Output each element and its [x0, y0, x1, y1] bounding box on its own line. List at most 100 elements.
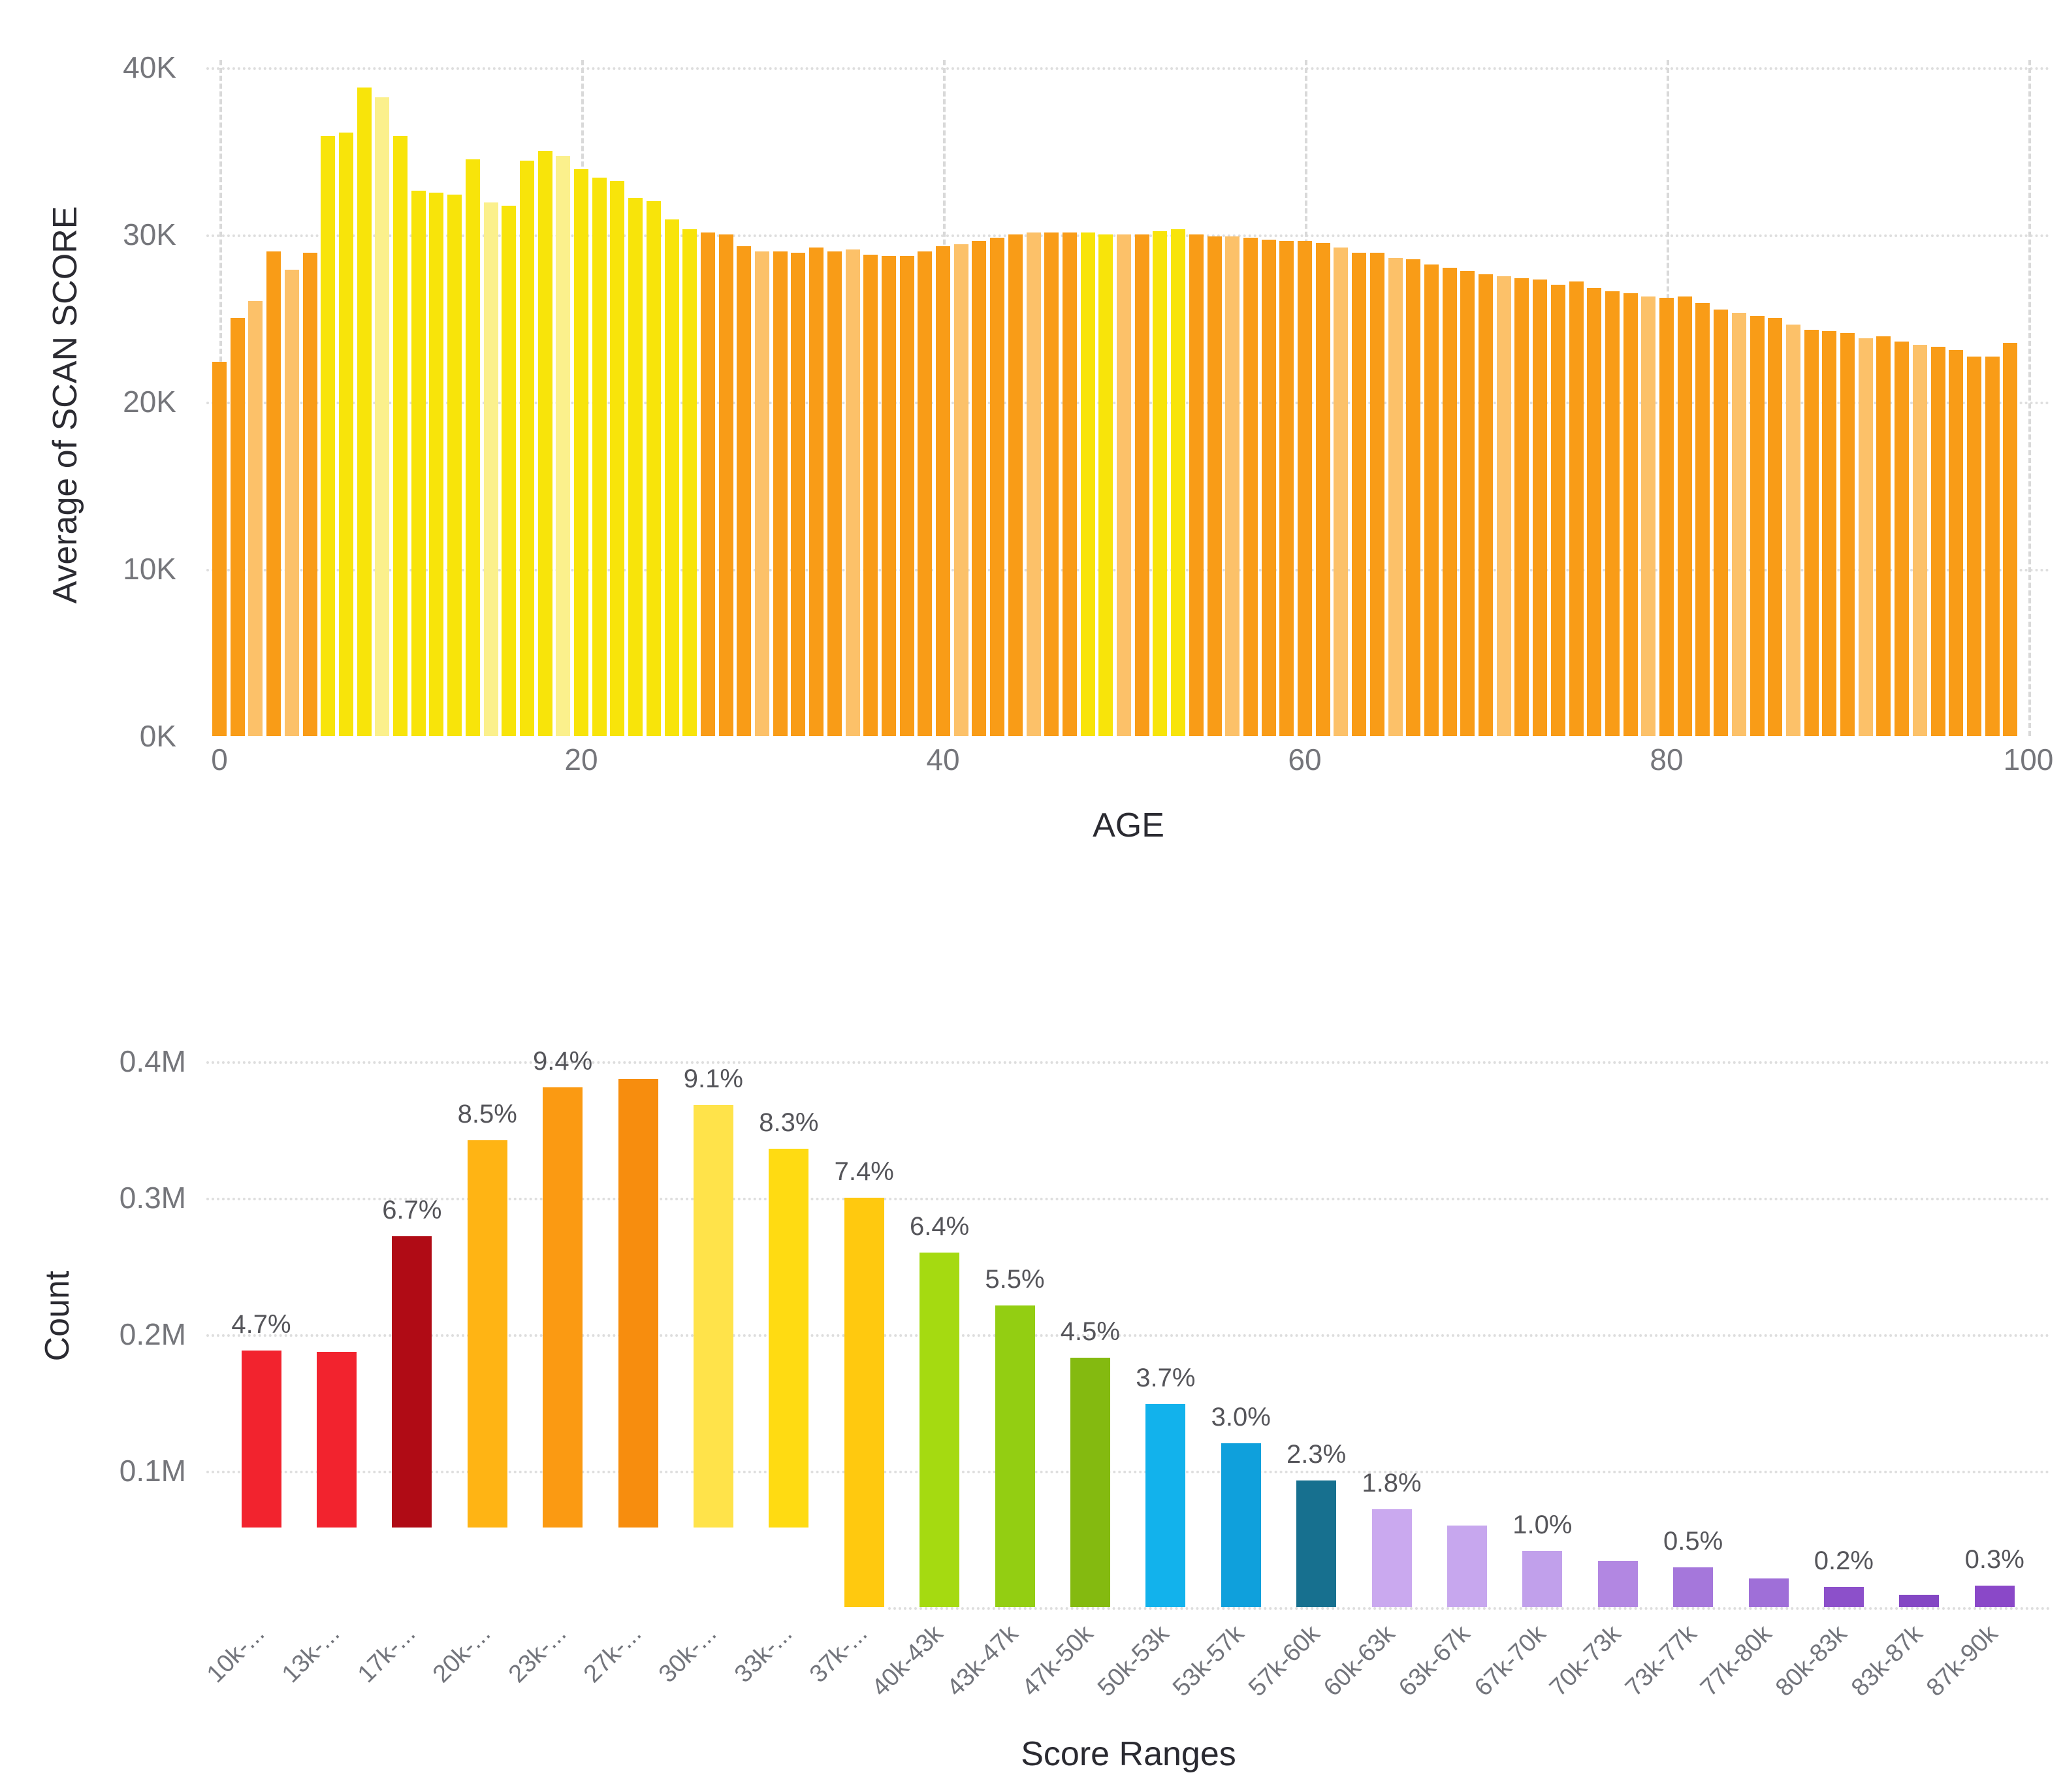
age-bar-99[interactable]: [2003, 343, 2018, 736]
age-bar-32[interactable]: [791, 253, 806, 736]
age-bar-45[interactable]: [1026, 232, 1041, 736]
range-bar-43k-47k[interactable]: [995, 1305, 1035, 1607]
range-bar-27k-30k[interactable]: [618, 1079, 658, 1528]
age-bar-41[interactable]: [953, 244, 968, 736]
range-bar-33k-37k[interactable]: [769, 1148, 809, 1528]
age-bar-54[interactable]: [1189, 234, 1204, 736]
range-bar-60k-63k[interactable]: [1371, 1509, 1412, 1607]
age-bar-13[interactable]: [447, 194, 462, 736]
age-bar-21[interactable]: [592, 177, 607, 736]
age-bar-63[interactable]: [1352, 253, 1367, 736]
age-bar-6[interactable]: [321, 135, 336, 736]
age-bar-71[interactable]: [1496, 276, 1511, 736]
age-bar-62[interactable]: [1334, 248, 1349, 736]
age-bar-97[interactable]: [1966, 356, 1981, 736]
age-bar-83[interactable]: [1714, 310, 1729, 736]
age-bar-30[interactable]: [755, 251, 769, 736]
range-bar-80k-83k[interactable]: [1823, 1586, 1864, 1607]
age-bar-40[interactable]: [936, 246, 950, 736]
range-bar-20k-23k[interactable]: [467, 1140, 507, 1528]
age-bar-5[interactable]: [302, 253, 317, 736]
age-bar-28[interactable]: [718, 234, 733, 736]
range-bar-83k-87k[interactable]: [1899, 1595, 1940, 1607]
age-bar-39[interactable]: [918, 251, 933, 736]
age-bar-75[interactable]: [1569, 281, 1584, 736]
age-bar-29[interactable]: [737, 246, 752, 736]
range-bar-40k-43k[interactable]: [920, 1252, 960, 1607]
age-bar-10[interactable]: [393, 135, 408, 736]
age-bar-4[interactable]: [284, 269, 299, 736]
age-bar-2[interactable]: [248, 301, 263, 736]
age-bar-20[interactable]: [574, 169, 588, 736]
age-bar-98[interactable]: [1985, 356, 2000, 736]
range-bar-63k-67k[interactable]: [1447, 1525, 1487, 1607]
age-bar-31[interactable]: [773, 251, 788, 736]
range-bar-13k-17k[interactable]: [316, 1352, 357, 1528]
age-bar-81[interactable]: [1677, 296, 1692, 736]
range-bar-47k-50k[interactable]: [1070, 1357, 1110, 1607]
age-bar-18[interactable]: [537, 151, 552, 736]
range-bar-10k-13k[interactable]: [241, 1351, 281, 1528]
age-bar-77[interactable]: [1605, 291, 1620, 736]
age-bar-25[interactable]: [664, 219, 679, 736]
age-bar-51[interactable]: [1134, 234, 1149, 736]
age-bar-93[interactable]: [1895, 341, 1910, 736]
range-bar-77k-80k[interactable]: [1748, 1578, 1789, 1607]
age-bar-94[interactable]: [1912, 344, 1927, 736]
age-bar-53[interactable]: [1171, 229, 1186, 736]
age-bar-89[interactable]: [1822, 331, 1837, 736]
age-bar-66[interactable]: [1406, 259, 1421, 736]
age-bar-44[interactable]: [1008, 234, 1023, 736]
age-bar-24[interactable]: [646, 200, 661, 736]
age-bar-56[interactable]: [1225, 236, 1240, 736]
range-bar-37k-40k[interactable]: [844, 1198, 884, 1607]
age-bar-47[interactable]: [1062, 232, 1077, 736]
age-bar-91[interactable]: [1858, 338, 1873, 736]
age-bar-76[interactable]: [1587, 287, 1602, 736]
age-bar-69[interactable]: [1460, 271, 1475, 736]
age-bar-19[interactable]: [556, 155, 571, 736]
age-bar-58[interactable]: [1261, 239, 1276, 736]
age-bar-49[interactable]: [1098, 234, 1113, 736]
range-bar-50k-53k[interactable]: [1145, 1403, 1186, 1607]
age-bar-15[interactable]: [483, 202, 498, 736]
range-bar-53k-57k[interactable]: [1221, 1443, 1261, 1607]
age-bar-50[interactable]: [1117, 234, 1131, 736]
age-bar-60[interactable]: [1298, 241, 1312, 736]
age-bar-17[interactable]: [519, 161, 534, 736]
age-bar-95[interactable]: [1930, 346, 1945, 736]
age-bar-42[interactable]: [972, 241, 987, 736]
age-bar-70[interactable]: [1479, 274, 1493, 736]
range-bar-23k-27k[interactable]: [543, 1087, 583, 1528]
age-bar-46[interactable]: [1044, 232, 1059, 736]
range-bar-57k-60k[interactable]: [1296, 1480, 1337, 1607]
age-bar-35[interactable]: [845, 249, 860, 736]
age-bar-55[interactable]: [1207, 236, 1222, 736]
age-bar-78[interactable]: [1623, 293, 1638, 736]
range-bar-73k-77k[interactable]: [1673, 1567, 1714, 1607]
age-bar-8[interactable]: [357, 87, 372, 736]
age-bar-14[interactable]: [465, 159, 480, 736]
age-bar-92[interactable]: [1876, 336, 1891, 736]
age-bar-12[interactable]: [429, 193, 444, 736]
age-bar-88[interactable]: [1804, 329, 1819, 736]
range-bar-87k-90k[interactable]: [1974, 1585, 2015, 1607]
range-bar-70k-73k[interactable]: [1597, 1560, 1638, 1607]
age-bar-80[interactable]: [1659, 298, 1674, 736]
age-bar-37[interactable]: [881, 256, 896, 736]
age-bar-33[interactable]: [809, 248, 824, 736]
age-bar-16[interactable]: [502, 206, 517, 736]
age-bar-0[interactable]: [212, 361, 227, 736]
age-bar-82[interactable]: [1695, 302, 1710, 736]
age-bar-7[interactable]: [338, 132, 353, 736]
age-bar-52[interactable]: [1153, 231, 1168, 736]
age-bar-1[interactable]: [230, 318, 245, 736]
age-bar-74[interactable]: [1550, 284, 1565, 736]
age-bar-9[interactable]: [375, 97, 390, 736]
age-bar-3[interactable]: [266, 251, 281, 736]
age-bar-23[interactable]: [628, 197, 643, 736]
age-bar-68[interactable]: [1442, 268, 1457, 736]
age-bar-64[interactable]: [1369, 253, 1384, 736]
age-bar-36[interactable]: [863, 254, 878, 736]
age-bar-22[interactable]: [610, 181, 625, 736]
